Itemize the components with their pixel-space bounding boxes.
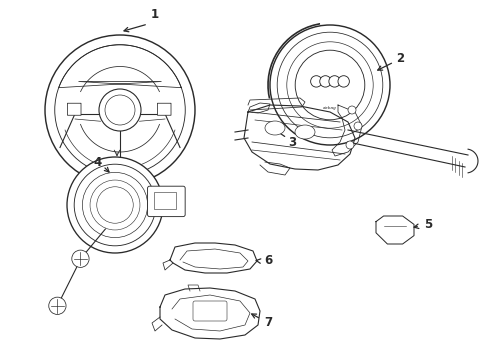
Polygon shape: [376, 216, 414, 244]
Text: 1: 1: [151, 9, 159, 22]
Circle shape: [348, 106, 356, 114]
Polygon shape: [160, 288, 260, 339]
Text: 2: 2: [396, 51, 404, 64]
Circle shape: [346, 141, 354, 149]
Text: 6: 6: [264, 255, 272, 267]
Circle shape: [49, 297, 66, 314]
Circle shape: [99, 89, 141, 131]
FancyBboxPatch shape: [147, 186, 185, 217]
Circle shape: [329, 76, 340, 87]
Polygon shape: [59, 45, 181, 88]
Text: 7: 7: [264, 315, 272, 328]
Circle shape: [354, 122, 362, 130]
Text: 5: 5: [424, 217, 432, 230]
Ellipse shape: [265, 121, 285, 135]
Text: airbag: airbag: [323, 106, 337, 110]
Circle shape: [320, 76, 331, 87]
Text: 4: 4: [94, 156, 102, 168]
Text: 3: 3: [288, 135, 296, 148]
Circle shape: [311, 76, 322, 87]
Polygon shape: [244, 105, 355, 170]
Polygon shape: [152, 317, 162, 331]
Polygon shape: [248, 98, 305, 110]
FancyBboxPatch shape: [68, 103, 81, 115]
Circle shape: [72, 250, 89, 267]
Circle shape: [67, 157, 163, 253]
Circle shape: [270, 25, 390, 145]
Polygon shape: [170, 243, 257, 273]
FancyBboxPatch shape: [157, 103, 171, 115]
Polygon shape: [163, 260, 173, 270]
Circle shape: [295, 50, 365, 120]
Ellipse shape: [295, 125, 315, 139]
Circle shape: [338, 76, 349, 87]
